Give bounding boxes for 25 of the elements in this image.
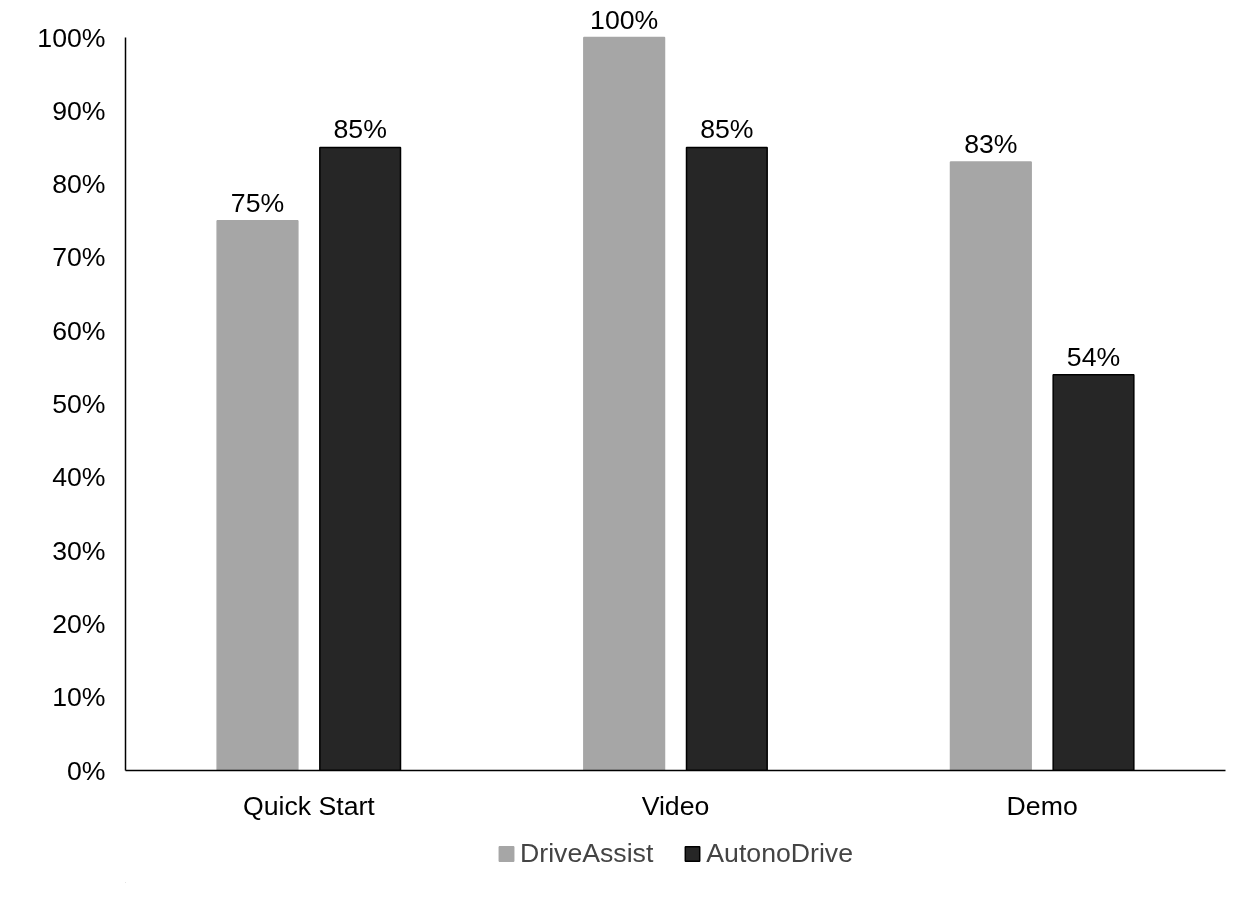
bar [949, 161, 1032, 771]
data-label: 75% [230, 187, 285, 218]
y-tick-label: 90% [52, 95, 106, 126]
y-tick-label: 10% [52, 682, 106, 713]
y-tick-label: 0% [66, 755, 106, 786]
legend-label: DriveAssist [520, 837, 654, 869]
y-tick-label: 40% [52, 462, 106, 493]
data-label: 85% [700, 114, 754, 145]
x-tick-label: Demo [1006, 790, 1078, 821]
x-tick-label: Video [641, 790, 710, 821]
bar [583, 36, 666, 771]
y-tick-label: 60% [52, 315, 106, 346]
y-tick-label: 70% [52, 242, 106, 273]
y-tick-label: 80% [52, 169, 106, 200]
bar [216, 220, 299, 771]
data-label: 83% [964, 129, 1018, 160]
data-label: 54% [1066, 341, 1121, 372]
legend-label: AutonoDrive [706, 837, 853, 869]
y-tick-label: 20% [52, 608, 106, 639]
x-tick-label: Quick Start [242, 790, 376, 821]
data-label: 85% [333, 114, 387, 145]
y-tick-label: 50% [52, 389, 106, 419]
data-label: 100% [590, 4, 659, 35]
y-tick-label: 30% [52, 535, 106, 566]
y-tick-label: 100% [37, 22, 106, 53]
